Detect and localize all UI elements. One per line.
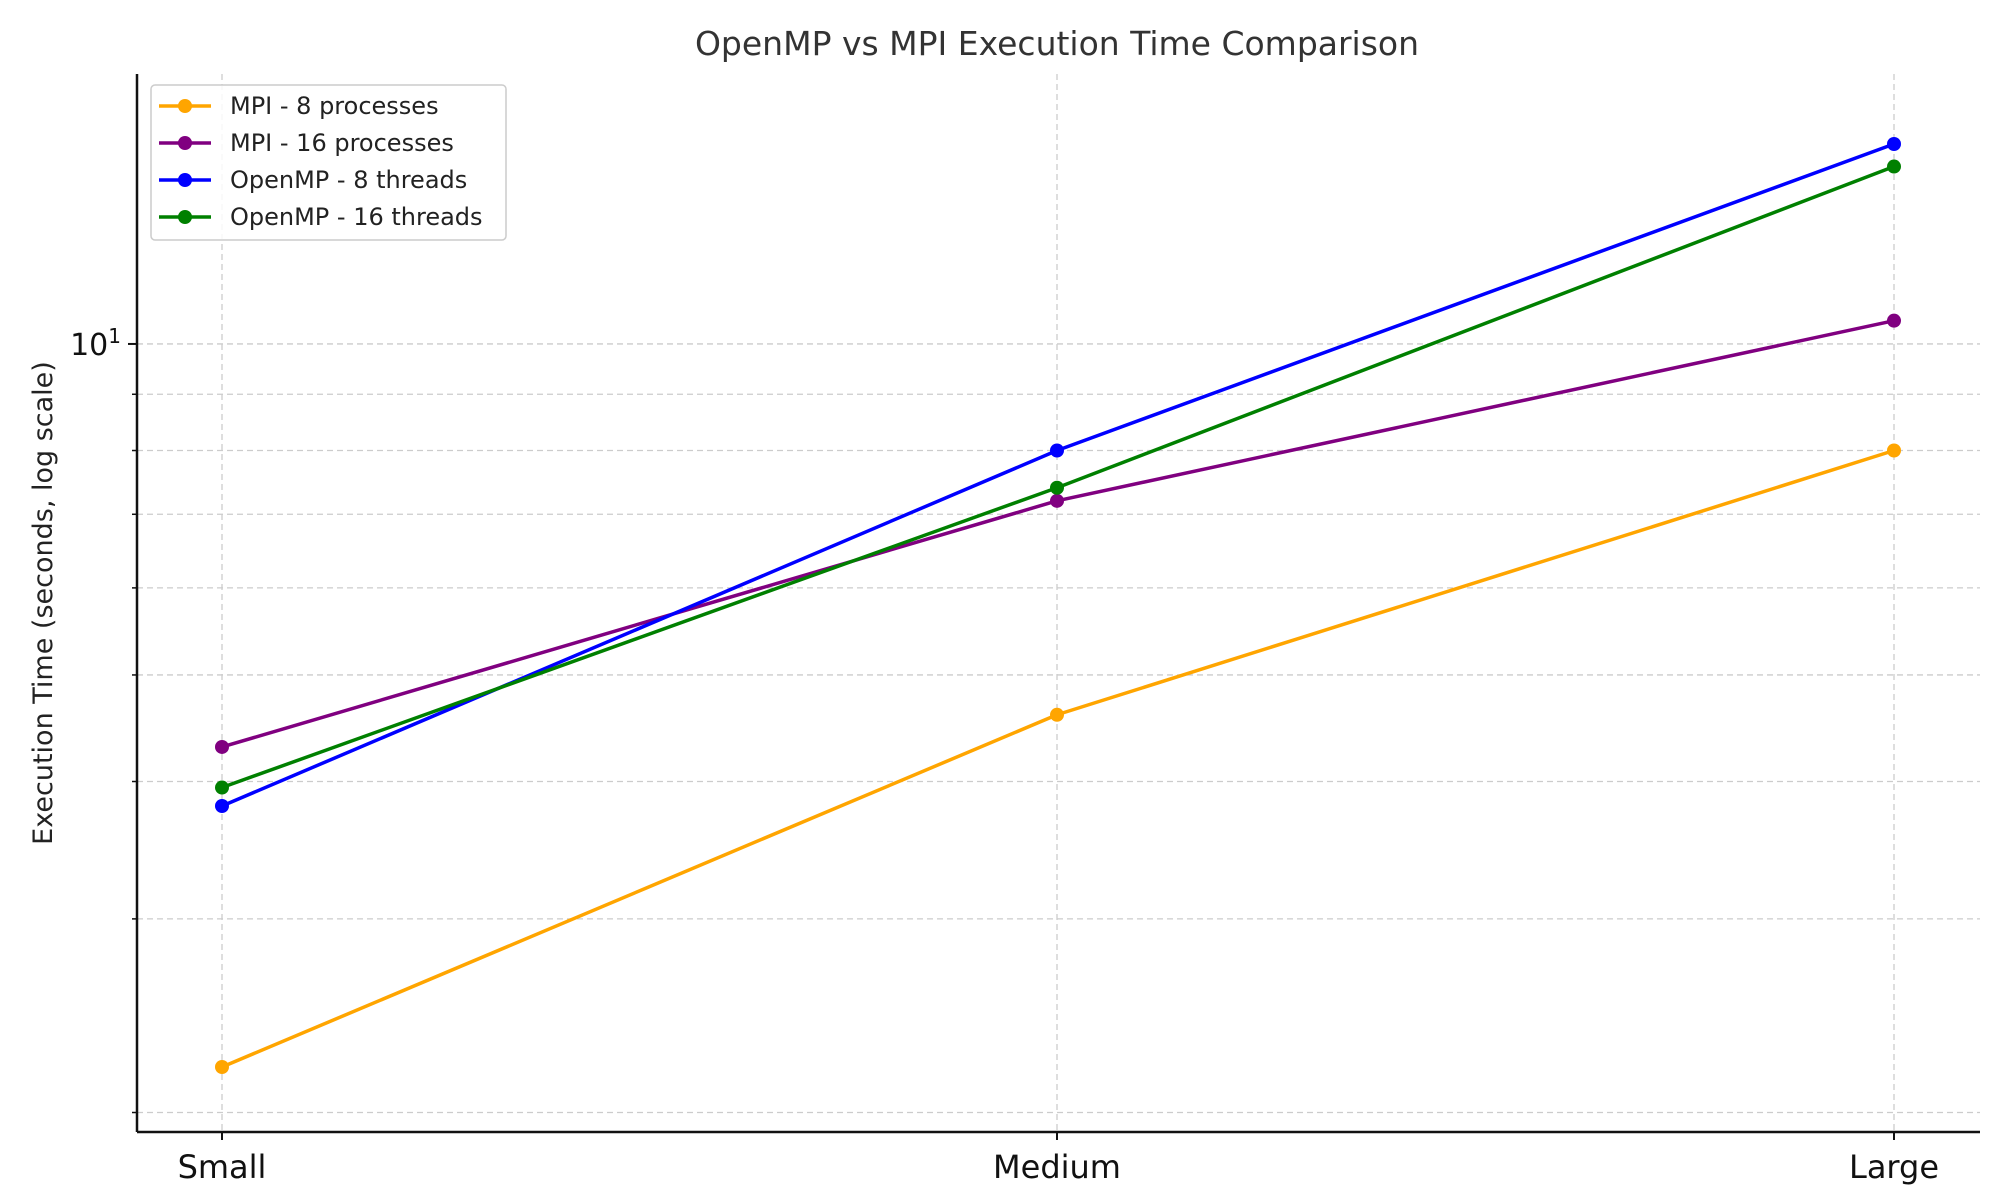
legend-label: MPI - 16 processes xyxy=(230,129,454,157)
legend-box xyxy=(150,84,507,241)
data-point-mpi-16-processes xyxy=(215,739,229,754)
data-point-openmp-8-threads xyxy=(1050,443,1064,458)
data-point-openmp-16-threads xyxy=(215,780,229,795)
data-point-mpi-8-processes xyxy=(1050,707,1064,722)
legend-label: MPI - 8 processes xyxy=(230,92,439,120)
data-point-openmp-16-threads xyxy=(1887,159,1901,174)
series-line-openmp-16-threads xyxy=(221,164,1895,790)
y-axis-label: Execution Time (seconds, log scale) xyxy=(28,361,59,845)
data-point-mpi-8-processes xyxy=(1887,443,1901,458)
data-point-openmp-8-threads xyxy=(1887,137,1901,152)
series-line-mpi-16-processes xyxy=(221,318,1895,749)
x-tick-label: Large xyxy=(1849,1148,1939,1186)
y-tick-label: 101 xyxy=(70,324,121,363)
legend-marker xyxy=(178,99,192,113)
data-point-mpi-16-processes xyxy=(1050,493,1064,508)
data-point-openmp-8-threads xyxy=(215,799,229,814)
series-layer xyxy=(215,137,1901,1074)
data-point-openmp-16-threads xyxy=(1050,480,1064,495)
chart-title: OpenMP vs MPI Execution Time Comparison xyxy=(695,24,1419,63)
x-tick-label: Medium xyxy=(993,1148,1121,1186)
data-point-mpi-16-processes xyxy=(1887,313,1901,328)
legend: MPI - 8 processes MPI - 16 processes OpenM… xyxy=(150,84,507,241)
legend-label: OpenMP - 8 threads xyxy=(230,166,467,194)
legend-marker xyxy=(178,136,192,150)
axes xyxy=(135,74,1980,1134)
data-point-mpi-8-processes xyxy=(215,1059,229,1074)
tick-labels: Small Medium Large 101 xyxy=(70,324,1939,1186)
legend-marker xyxy=(178,210,192,224)
legend-marker xyxy=(178,173,192,187)
legend-label: OpenMP - 16 threads xyxy=(230,203,483,231)
series-line-openmp-8-threads xyxy=(221,142,1895,808)
series-line-mpi-8-processes xyxy=(221,448,1895,1069)
x-tick-label: Small xyxy=(178,1148,267,1186)
